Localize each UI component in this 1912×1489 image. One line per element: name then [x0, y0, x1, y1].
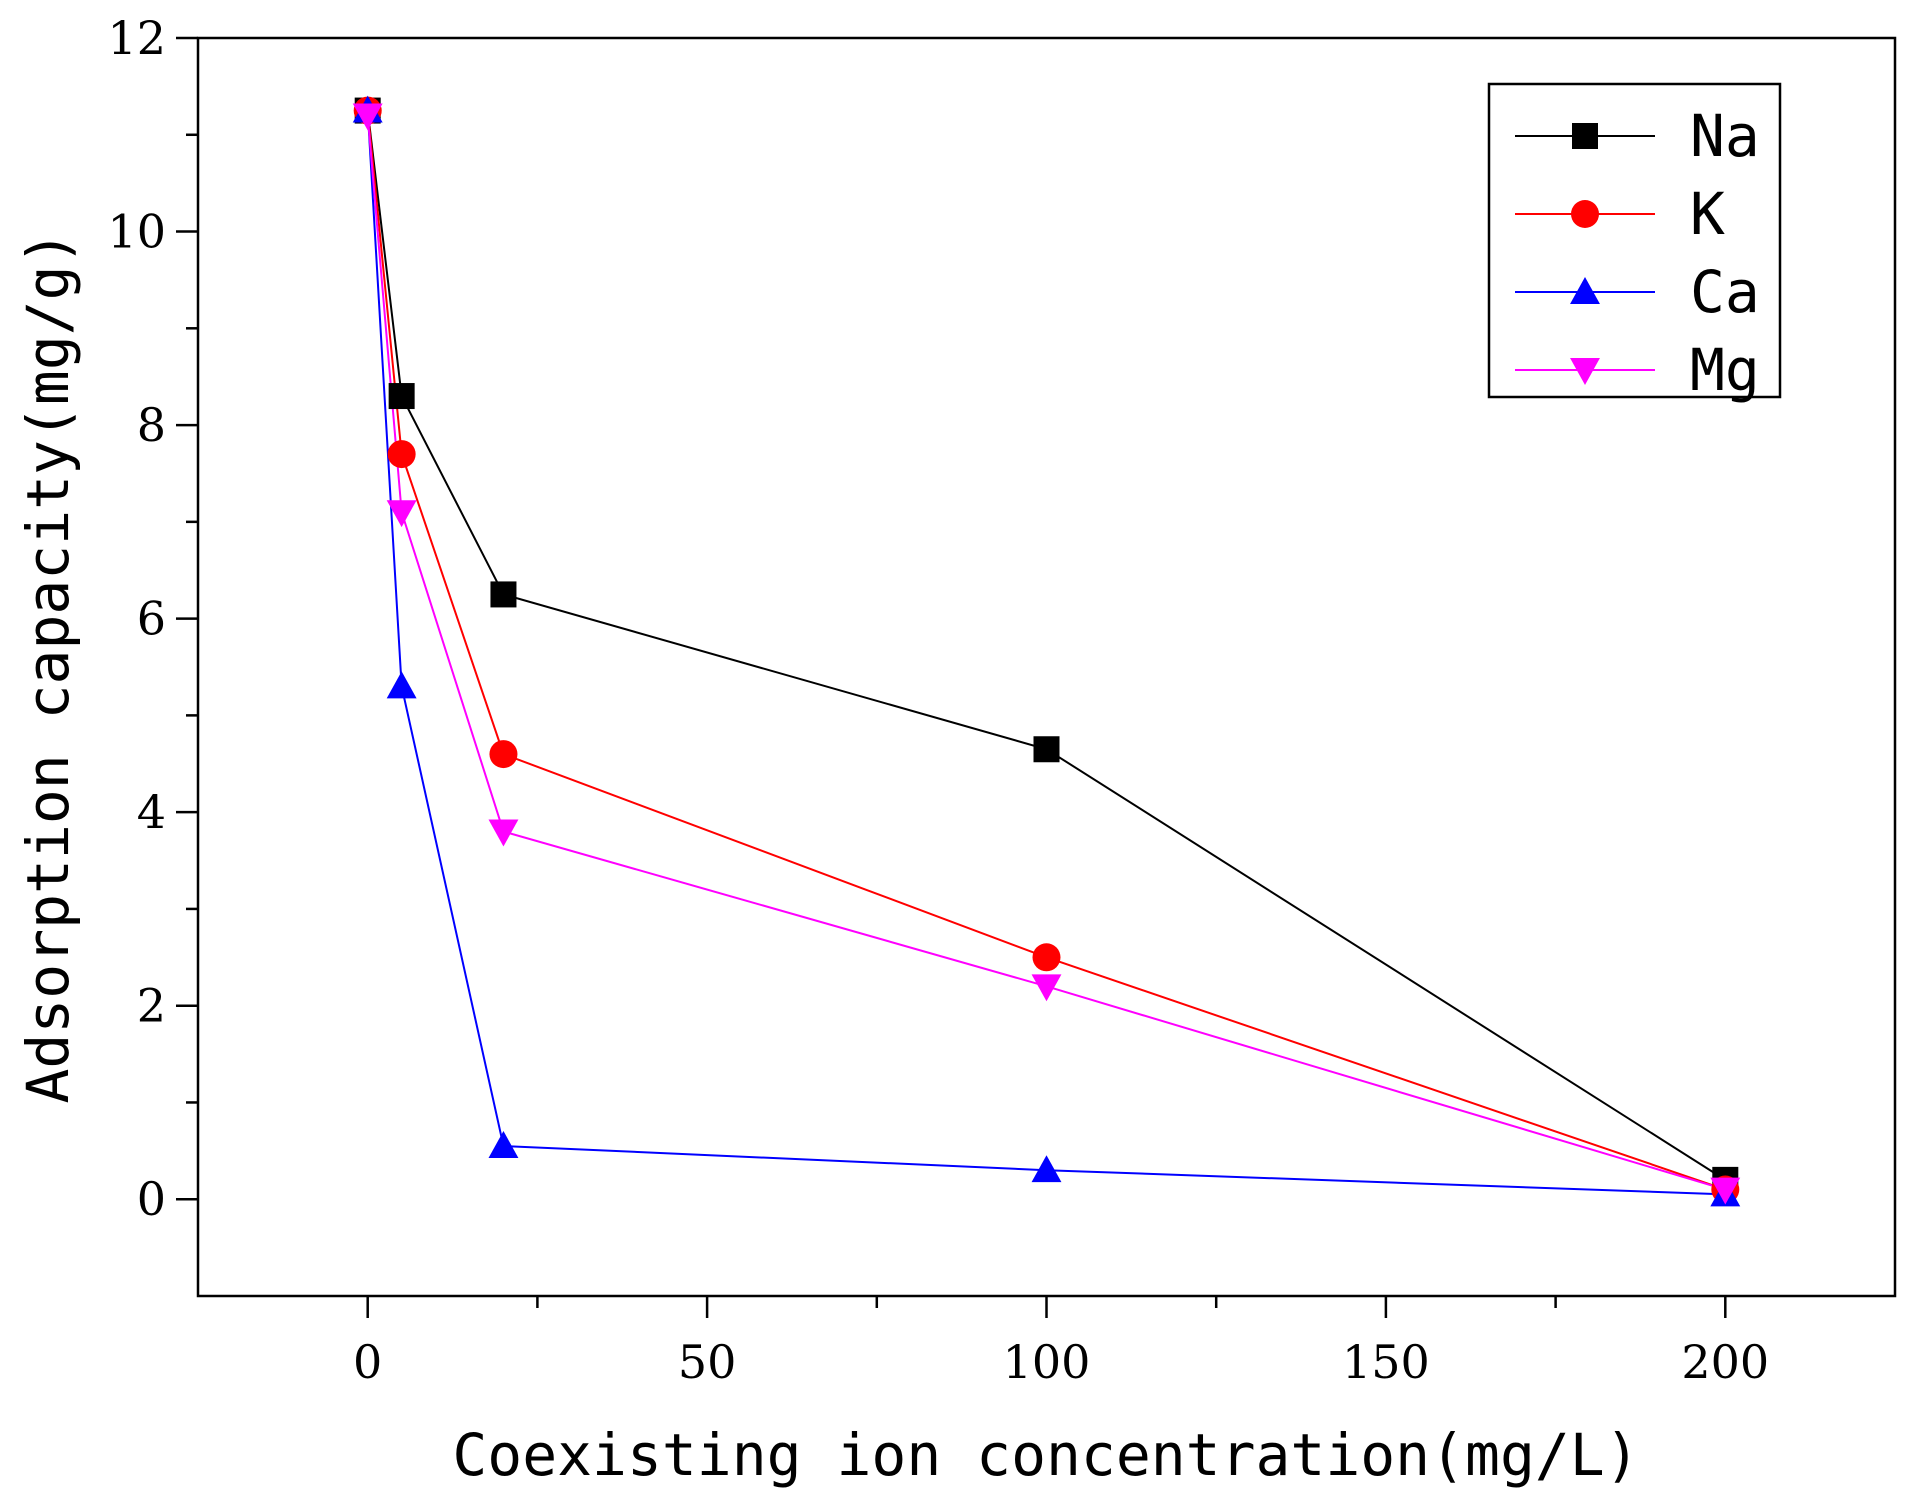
x-tick-label: 100 — [1003, 1335, 1091, 1389]
legend: Na K Ca Mg — [1487, 82, 1782, 404]
data-point-mg — [488, 819, 519, 847]
x-axis: 0 50 100 150 200 — [353, 1296, 1769, 1389]
legend-marker-ca — [1570, 277, 1600, 304]
y-tick-label: 0 — [137, 1172, 166, 1226]
data-point-mg — [1710, 1177, 1741, 1205]
data-point-k — [489, 740, 518, 769]
legend-marker-na — [1572, 123, 1598, 149]
y-tick-label: 12 — [107, 11, 166, 65]
data-point-ca — [1031, 1155, 1062, 1183]
legend-label-ca: Ca — [1690, 258, 1760, 326]
data-point-na — [490, 581, 517, 608]
legend-marker-mg — [1570, 358, 1600, 385]
x-tick-label: 150 — [1342, 1335, 1430, 1389]
data-point-k — [1032, 943, 1061, 972]
data-point-ca — [386, 671, 417, 699]
y-tick-label: 8 — [137, 398, 166, 452]
legend-label-k: K — [1690, 180, 1725, 248]
data-point-mg — [352, 103, 383, 131]
data-point-na — [388, 383, 415, 410]
data-point-mg — [386, 500, 417, 528]
legend-marker-k — [1571, 200, 1599, 228]
legend-label-mg: Mg — [1690, 336, 1760, 404]
series-markers — [352, 95, 1741, 1207]
data-point-ca — [488, 1131, 519, 1158]
y-axis-title: Adsorption capacity(mg/g) — [14, 231, 82, 1104]
data-point-na — [1033, 736, 1060, 763]
x-tick-label: 50 — [678, 1335, 737, 1389]
y-tick-label: 2 — [137, 979, 166, 1033]
y-tick-label: 6 — [137, 592, 166, 646]
y-axis: 0 2 4 6 8 10 12 — [107, 11, 198, 1226]
x-tick-label: 200 — [1681, 1335, 1769, 1389]
legend-label-na: Na — [1690, 102, 1760, 170]
data-point-mg — [1031, 974, 1062, 1002]
y-tick-label: 10 — [107, 205, 166, 259]
x-tick-label: 0 — [353, 1335, 382, 1389]
y-tick-label: 4 — [137, 785, 166, 839]
x-axis-title: Coexisting ion concentration(mg/L) — [452, 1421, 1639, 1489]
data-point-k — [387, 440, 416, 469]
